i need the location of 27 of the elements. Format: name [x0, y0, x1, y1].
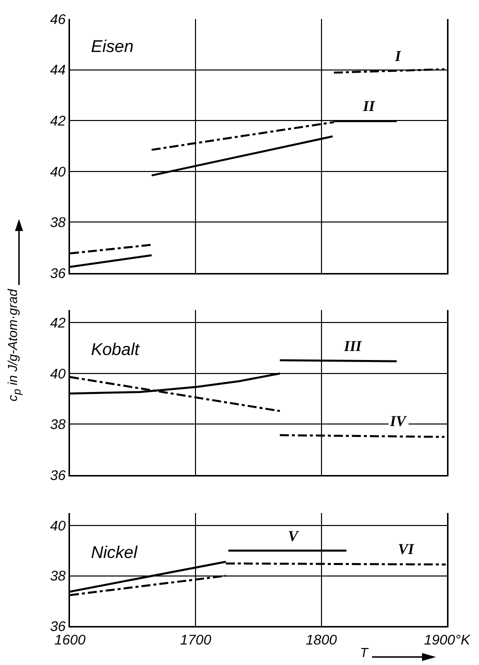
y-tick-label: 46 — [50, 10, 66, 27]
y-tick-label: 38 — [50, 568, 66, 584]
series-label: II — [362, 99, 376, 115]
x-tick-label: 1900°K — [424, 631, 471, 648]
y-tick-label: 38 — [50, 214, 66, 230]
x-tick-label: 1700 — [180, 631, 212, 648]
series-label: III — [343, 339, 363, 355]
y-tick-label: 42 — [50, 314, 66, 331]
series-label: I — [394, 49, 402, 65]
y-tick-label: 38 — [50, 416, 66, 432]
x-tick-label: 1800 — [306, 631, 338, 648]
y-tick-label: 36 — [50, 264, 66, 281]
series-label: V — [288, 529, 300, 545]
text: Nickel — [91, 543, 139, 562]
y-tick-label: 36 — [50, 466, 66, 483]
text: Kobalt — [91, 340, 140, 359]
y-tick-label: 36 — [50, 618, 66, 634]
x-axis-title: T — [360, 645, 368, 660]
series-label: IV — [389, 414, 408, 430]
y-tick-label: 40 — [50, 517, 66, 534]
series-label: VI — [398, 542, 416, 558]
y-tick-label: 44 — [50, 62, 66, 78]
text: Eisen — [91, 37, 134, 56]
y-tick-label: 42 — [50, 112, 66, 128]
y-tick-label: 40 — [50, 163, 66, 180]
x-tick-label: 1600 — [54, 631, 86, 648]
y-tick-label: 40 — [50, 365, 66, 382]
